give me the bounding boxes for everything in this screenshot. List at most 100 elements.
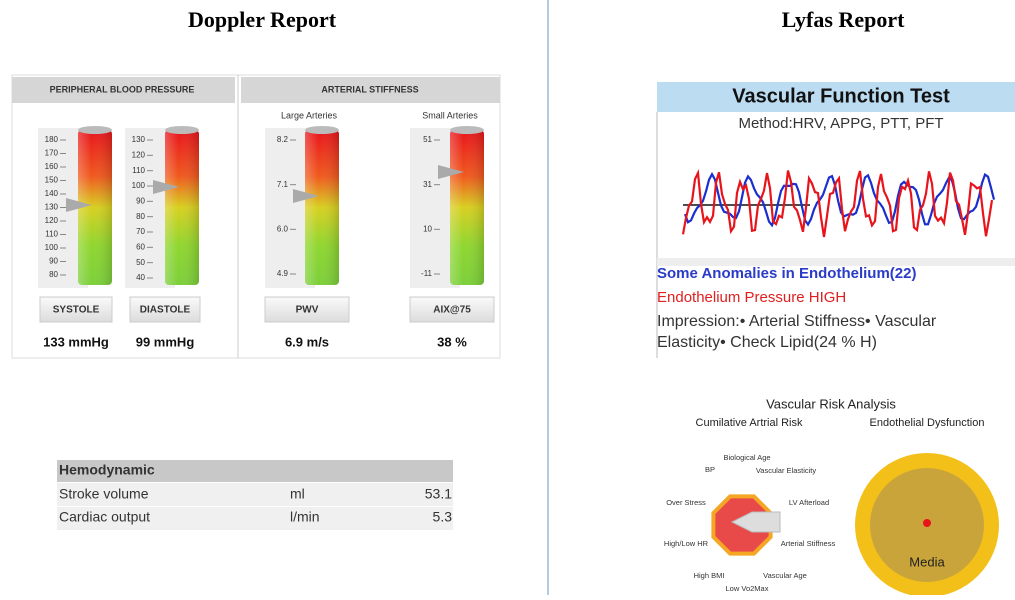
gauge-tick-label: 120 [45,216,59,225]
table-cell: l/min [290,509,320,525]
lyfas-title: Lyfas Report [782,7,906,32]
risk-subtitle: Endothelial Dysfunction [870,417,985,429]
label-box [129,296,201,323]
gauge-tick-label: 70 [136,227,145,236]
waveform [683,171,996,228]
gauge-reading: 6.9 m/s [285,334,329,349]
gauge-pointer [153,180,179,194]
gauge-rim [78,126,112,134]
gauge-tick-label: 31 [423,180,432,189]
gauge-tick-label: 100 [132,181,146,190]
gauge-tick-label: 130 [45,203,59,212]
gauge-tick-label: 140 [45,189,59,198]
gauge-tick-label: 130 [132,135,146,144]
gauge-pointer [66,198,92,212]
impression: Elasticity• Check Lipid(24 % H) [657,334,877,351]
gauge-tick-label: 100 [45,243,59,252]
impression: Impression:• Arterial Stiffness• Vascula… [657,313,937,330]
gauge-rim [305,126,339,134]
table-cell: 5.3 [433,509,453,525]
gauge-pointer [438,165,464,179]
radar-label: High/Low HR [664,539,709,548]
gauge-rim [165,126,199,134]
gauges: 180 170 160 150 140 130 120 110 100 90 80 SYSTOLE 13… [38,126,495,349]
dysfunction-dot [923,519,931,527]
gauge-tick-label: 80 [136,212,145,221]
gauge-shade [450,130,484,285]
gauge-tick-label: 160 [45,162,59,171]
table-body: Stroke volume ml 53.1 Cardiac output l/min 5.… [59,486,452,525]
gauge-tick-label: 60 [136,242,145,251]
radar-label: LV Afterload [789,498,829,507]
gauge-tick-label: 90 [49,257,58,266]
gauge-reading: 133 mmHg [43,334,109,349]
gauge-label: SYSTOLE [53,305,100,316]
center-label: Media [909,554,945,569]
table-header [57,460,453,482]
radar-label: Vascular Age [763,571,807,580]
gauge-tick-label: 51 [423,135,432,144]
section-header [12,77,235,103]
risk-arrow [730,511,781,533]
gauge-shade [78,130,112,285]
test-header [657,82,1015,112]
gauge-tick-label: 150 [45,176,59,185]
risk-subtitle: Cumilative Artrial Risk [696,417,803,429]
gauge-label: PWV [296,305,319,316]
label-box [264,296,350,323]
radar-label: BP [705,465,715,474]
table-cell: ml [290,486,305,502]
gauge-reading: 38 % [437,334,467,349]
radar-label: Over Stress [666,498,706,507]
table-row [57,483,453,506]
table-title: Hemodynamic [59,462,155,478]
gauge-tick-label: 50 [136,258,145,267]
radar-labels: Biological Age BP Vascular Elasticity Over … [664,453,836,593]
gauge-tick-label: -11 [421,269,433,278]
radar-label: Vascular Elasticity [756,466,817,475]
gauge-subtitle: Small Arteries [422,110,478,120]
anomalies: Some Anomalies in Endothelium(22) [657,265,916,282]
gauge-rim [450,126,484,134]
test-title: Vascular Function Test [732,85,950,107]
test-method: Method:HRV, APPG, PTT, PFT [738,115,943,132]
separator [657,258,1015,266]
gauge-shade [165,130,199,285]
section-title: PERIPHERAL BLOOD PRESSURE [50,84,195,94]
table-row [57,507,453,530]
gauge-tick-label: 110 [132,166,145,175]
pressure: Endothelium Pressure HIGH [657,289,846,306]
section-header [241,77,500,103]
gauge-label: DIASTOLE [140,305,191,316]
waveform [681,168,994,238]
radar-label: Biological Age [723,453,770,462]
gauge-tick-label: 8.2 [277,135,289,144]
gauge-tick-label: 4.9 [277,269,289,278]
label-box [409,296,495,323]
risk-title: Vascular Risk Analysis [766,396,896,411]
radar-label: High BMI [694,571,725,580]
gauge-tick-label: 10 [423,224,432,233]
gauge-tick-label: 110 [45,230,58,239]
doppler-title: Doppler Report [188,7,337,32]
table-cell: Cardiac output [59,509,150,525]
gauge-tick-label: 170 [45,149,59,158]
label-box [39,296,113,323]
gauge-tick-label: 6.0 [277,224,289,233]
gauge-tick-label: 7.1 [277,180,289,189]
gauge-tick-label: 40 [136,273,145,282]
gauge-tick-label: 90 [136,196,145,205]
table-cell: 53.1 [425,486,452,502]
gauge-label: AIX@75 [433,305,471,316]
radar-label: Arterial Stiffness [781,539,836,548]
section-title: ARTERIAL STIFFNESS [321,84,418,94]
gauge-shade [305,130,339,285]
gauge-reading: 99 mmHg [136,334,195,349]
radar-label: Low Vo2Max [726,584,769,593]
table-cell: Stroke volume [59,486,149,502]
gauge-tick-label: 120 [132,150,146,159]
gauge-tick-label: 180 [45,135,59,144]
gauge-pointer [293,189,319,203]
